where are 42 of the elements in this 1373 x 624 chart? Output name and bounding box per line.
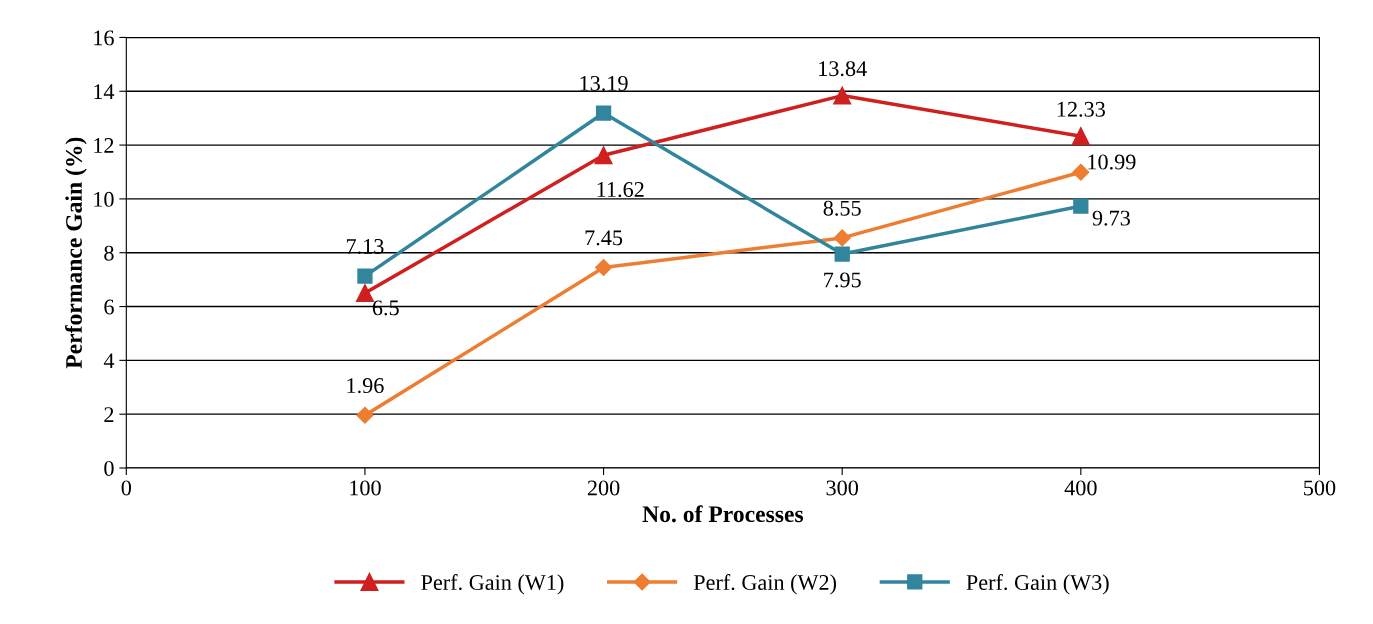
data-label: 12.33: [1057, 101, 1105, 117]
point: [595, 105, 612, 121]
data-label: 9.73: [1092, 210, 1130, 226]
data-label: 10.99: [1088, 154, 1136, 170]
y-axis-title: Performance Gain (%): [65, 137, 87, 369]
point: [1072, 163, 1090, 181]
y-tick-label: 2: [104, 407, 114, 422]
y-tick-label: 16: [94, 30, 114, 46]
x-tick-label: 400: [1064, 480, 1097, 496]
x-tick-label: 500: [1304, 480, 1336, 496]
x-tick-label: 300: [826, 480, 859, 496]
x-tick-label: 0: [121, 480, 132, 496]
legend-label: Perf. Gain (W3): [966, 574, 1109, 595]
y-tick-label: 4: [103, 353, 115, 369]
y-tick-label: 0: [104, 460, 114, 476]
y-tick-label: 6: [104, 299, 114, 315]
y-tick-label: 10: [94, 191, 114, 207]
point: [833, 229, 851, 247]
x-tick-label: 100: [350, 480, 381, 496]
data-label: 13.19: [580, 75, 628, 91]
legend-label: Perf. Gain (W2): [693, 574, 837, 595]
x-tick-label: 200: [587, 480, 620, 496]
point: [594, 146, 613, 165]
y-tick-label: 14: [94, 84, 115, 99]
data-label: 8.55: [823, 200, 861, 216]
data-label: 1.96: [347, 378, 384, 394]
point: [833, 86, 852, 105]
y-tick-label: 8: [104, 245, 114, 261]
point: [357, 268, 373, 284]
data-label: 11.62: [597, 182, 644, 198]
data-label: 13.84: [819, 61, 867, 77]
y-tick-label: 12: [94, 138, 114, 153]
point: [1073, 198, 1089, 214]
legend-label: Perf. Gain (W1): [421, 574, 564, 595]
data-label: 7.45: [585, 230, 623, 246]
point: [355, 284, 374, 303]
point: [595, 258, 613, 277]
point: [834, 246, 850, 262]
point: [1071, 127, 1090, 146]
point: [356, 406, 374, 424]
data-label: 7.95: [824, 272, 861, 288]
x-axis-title: No. of Processes: [642, 505, 804, 523]
